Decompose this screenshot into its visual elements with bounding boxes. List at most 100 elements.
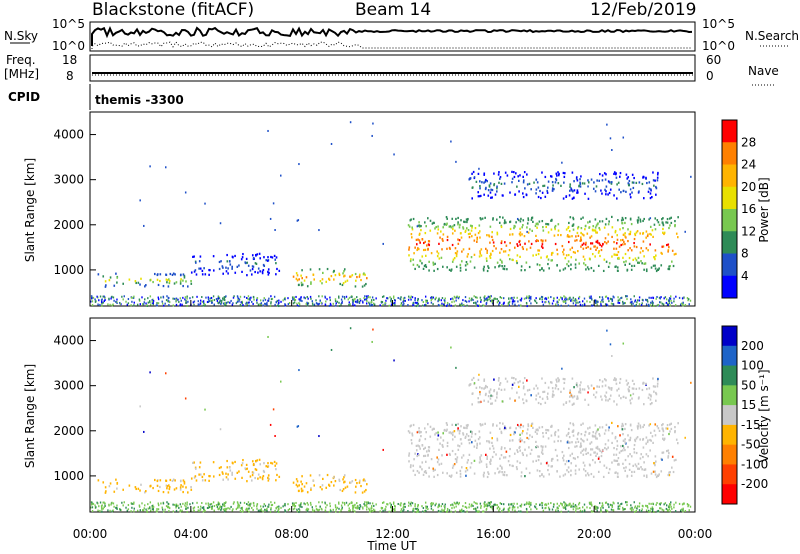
velocity-cell <box>668 471 670 474</box>
power-cell <box>648 218 650 221</box>
velocity-cell <box>486 475 489 479</box>
power-cell <box>159 273 162 276</box>
velocity-cell <box>204 408 206 411</box>
velocity-cell <box>305 482 308 485</box>
velocity-cell <box>564 506 566 509</box>
velocity-cell <box>419 465 421 468</box>
power-cell <box>316 302 319 305</box>
power-cell <box>626 295 628 298</box>
velocity-cell <box>589 442 591 445</box>
velocity-cell <box>608 387 611 390</box>
velocity-cell <box>266 465 269 468</box>
velocity-cell <box>633 451 636 454</box>
power-cell <box>387 297 389 300</box>
velocity-cell <box>222 472 224 475</box>
velocity-cell <box>238 506 240 509</box>
velocity-cell <box>631 506 633 509</box>
power-cell <box>589 296 592 299</box>
velocity-cell <box>499 382 502 385</box>
velocity-cell <box>139 405 141 408</box>
power-cell <box>545 222 547 226</box>
velocity-cell <box>650 502 652 505</box>
velocity-cell <box>568 435 571 439</box>
power-cell <box>550 219 553 222</box>
velocity-cell <box>287 509 290 512</box>
velocity-cell <box>466 469 469 472</box>
power-cell <box>489 256 492 259</box>
power-cell <box>589 220 591 223</box>
power-cell <box>432 296 435 299</box>
power-cell <box>223 296 226 299</box>
power-cell <box>642 249 644 253</box>
velocity-cell <box>611 441 613 445</box>
velocity-cell <box>575 505 578 508</box>
velocity-cell <box>653 510 655 513</box>
power-cell <box>213 299 216 302</box>
power-cell <box>520 304 522 307</box>
power-cell <box>248 301 250 304</box>
velocity-cell <box>359 505 362 508</box>
velocity-cell <box>167 506 169 509</box>
velocity-cell <box>224 510 226 513</box>
velocity-cell <box>675 438 678 441</box>
velocity-cell <box>626 501 628 504</box>
velocity-cell <box>184 502 187 505</box>
velocity-cell <box>513 502 515 505</box>
velocity-cell <box>613 453 615 456</box>
velocity-cell <box>570 462 573 465</box>
velocity-cell <box>91 503 93 506</box>
velocity-cell <box>313 509 316 512</box>
velocity-cell <box>598 432 601 436</box>
power-cell <box>631 173 634 176</box>
power-cell <box>654 267 657 270</box>
y-tick-label: 3000 <box>53 173 84 187</box>
velocity-cell <box>567 470 570 474</box>
power-cell <box>98 299 100 302</box>
power-cell <box>569 296 571 299</box>
power-cell <box>508 249 511 252</box>
power-cell <box>486 234 488 237</box>
velocity-cell <box>569 502 571 505</box>
power-cell <box>679 303 682 306</box>
velocity-cell <box>212 501 215 504</box>
velocity-cell <box>624 438 626 441</box>
velocity-cell <box>408 452 411 455</box>
velocity-cell <box>132 502 135 505</box>
power-cell <box>303 279 306 282</box>
power-cell <box>145 284 147 287</box>
velocity-cell <box>444 507 446 510</box>
velocity-cell <box>645 474 648 477</box>
power-cell <box>140 277 142 280</box>
power-cell <box>457 223 459 226</box>
power-cell <box>348 303 350 306</box>
velocity-cell <box>476 502 478 505</box>
velocity-cell <box>306 509 309 512</box>
power-cell <box>413 301 415 304</box>
power-cell <box>435 225 438 229</box>
velocity-cell <box>352 507 354 510</box>
power-cell <box>584 228 586 231</box>
velocity-cell <box>292 504 294 507</box>
velocity-cell <box>115 478 117 481</box>
power-cell <box>231 255 234 258</box>
velocity-cell <box>624 501 627 504</box>
velocity-cell <box>454 453 457 456</box>
velocity-cell <box>503 473 506 477</box>
velocity-cell <box>562 456 564 460</box>
velocity-cell <box>209 503 211 506</box>
power-cell <box>522 181 525 184</box>
velocity-cell <box>476 506 479 509</box>
velocity-cell <box>251 471 254 474</box>
velocity-cell <box>583 508 586 511</box>
power-cell <box>611 299 614 302</box>
velocity-cell <box>622 462 624 465</box>
nsearch-tick-bottom: 10^0 <box>702 39 735 53</box>
power-cell <box>227 301 229 304</box>
velocity-cell <box>648 424 650 427</box>
power-cell <box>356 296 358 299</box>
velocity-cell <box>343 503 346 506</box>
power-cell <box>239 303 242 306</box>
velocity-cell <box>527 423 530 426</box>
velocity-cell <box>157 504 160 507</box>
velocity-cell <box>298 508 300 511</box>
